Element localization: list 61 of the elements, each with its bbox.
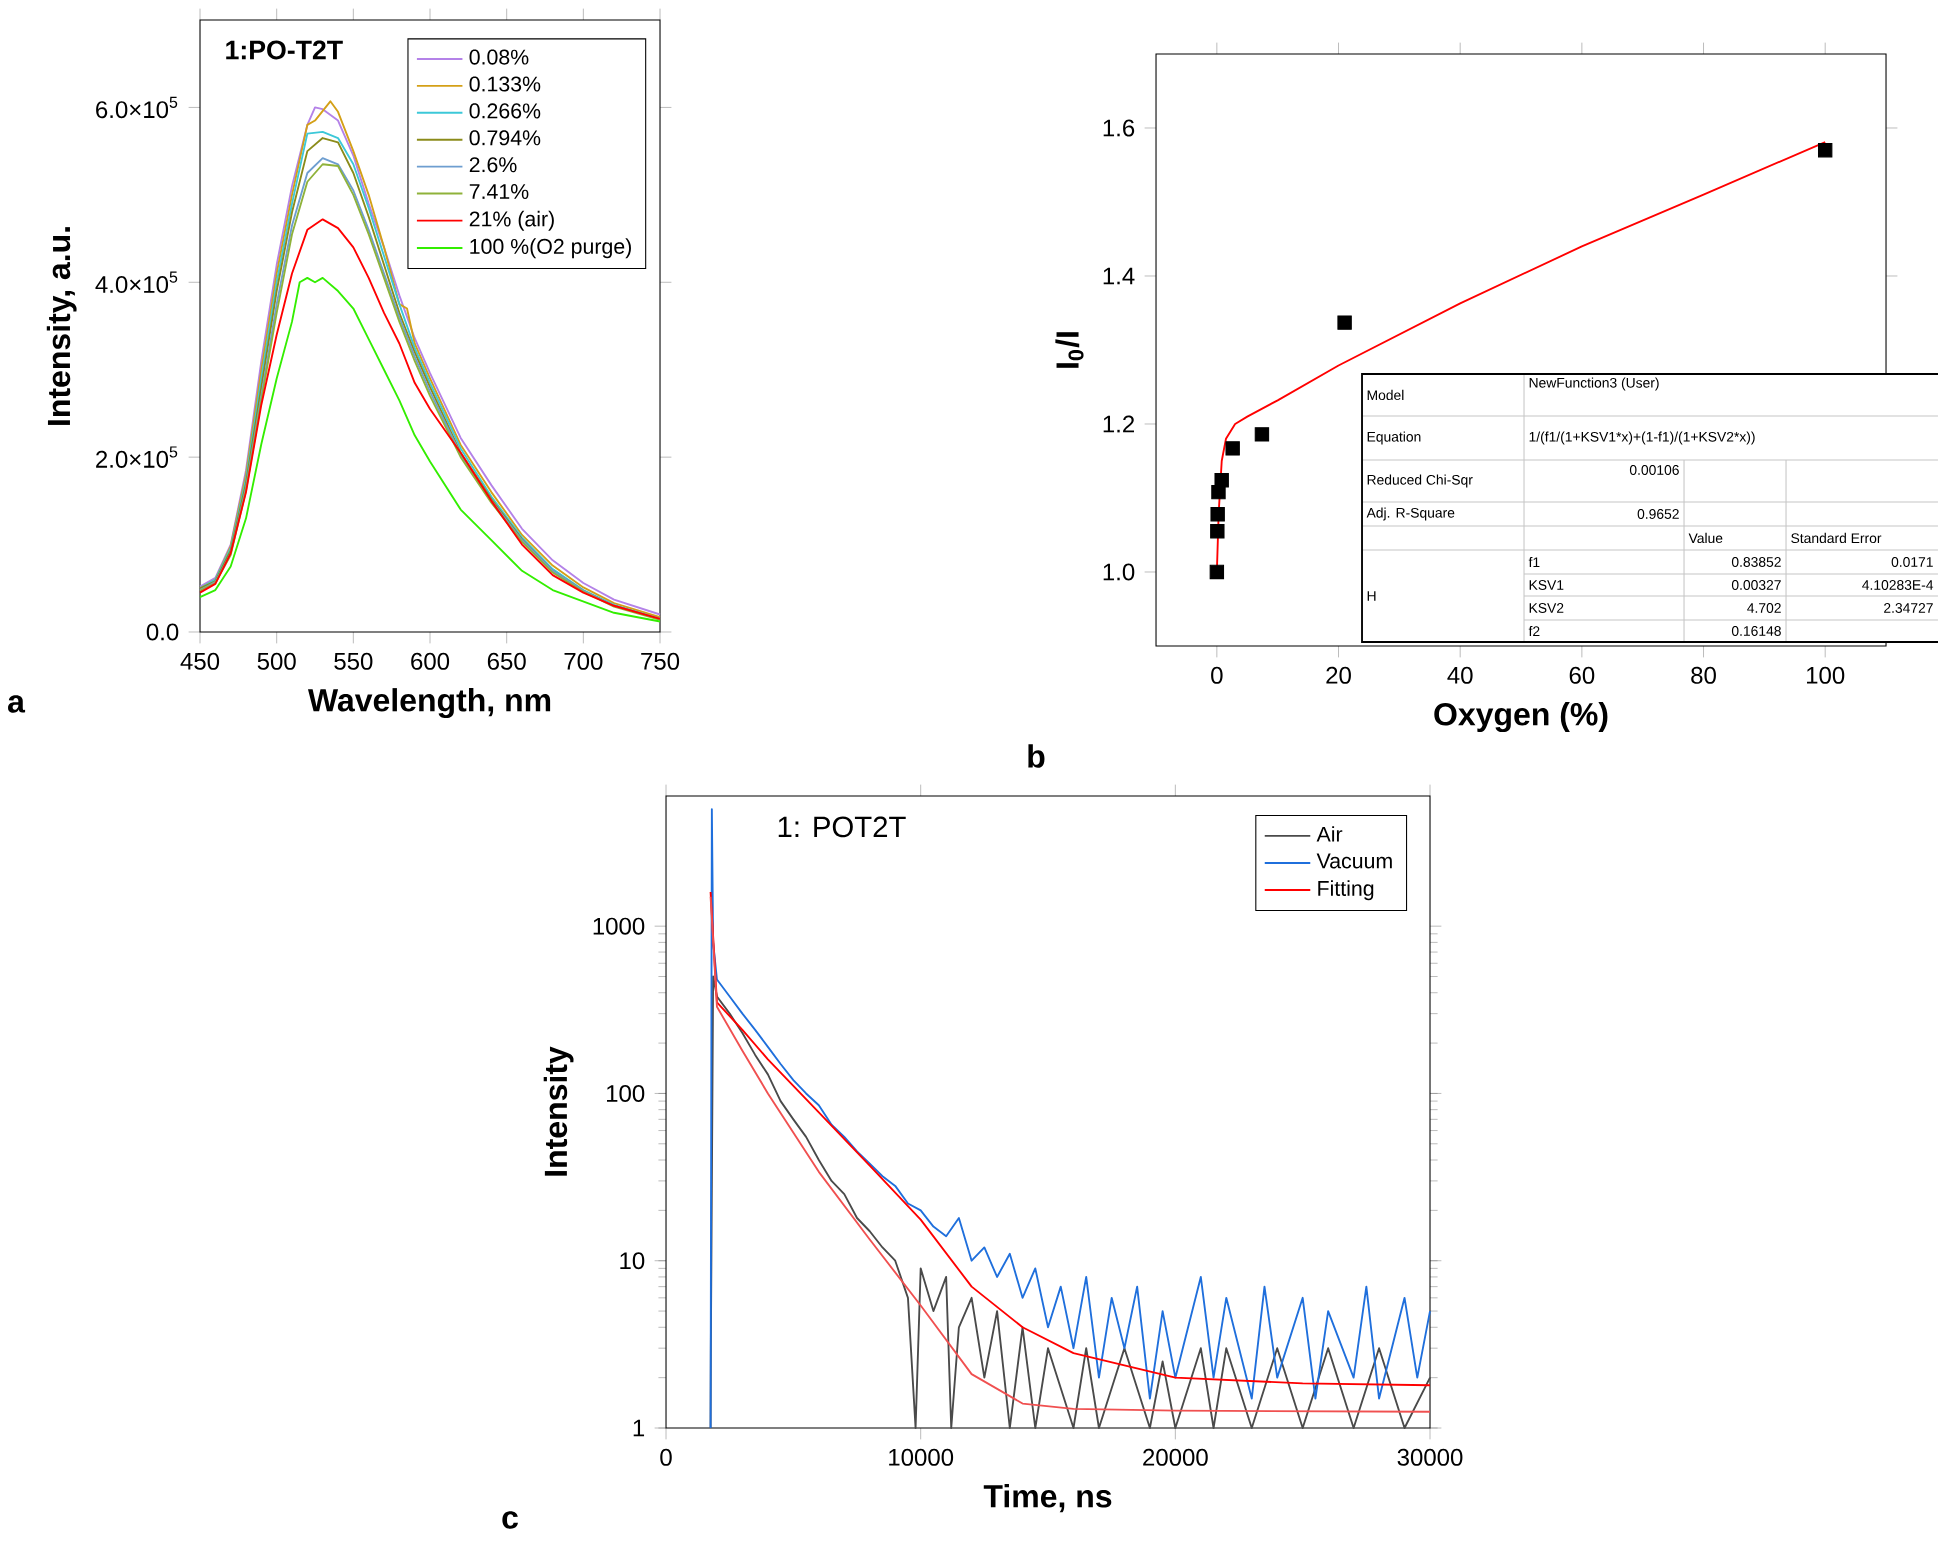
point bbox=[1817, 143, 1833, 158]
x-tick-label: 650 bbox=[487, 652, 526, 670]
y-tick-label: 1.6 bbox=[1103, 119, 1135, 137]
annotation: 1:PO-T2T bbox=[226, 40, 343, 60]
y-axis-title: I$_{0}$/I bbox=[1055, 332, 1084, 368]
point bbox=[1254, 427, 1270, 442]
line-series bbox=[709, 808, 1431, 1429]
legend-label: 0.794% bbox=[469, 130, 541, 146]
legend-label: 0.133% bbox=[469, 76, 541, 92]
y-tick-label: 1.0 bbox=[1103, 563, 1135, 581]
x-tick-label: 0 bbox=[1211, 666, 1223, 684]
x-tick-label: 750 bbox=[641, 652, 680, 670]
x-tick-label: 20000 bbox=[1143, 1448, 1208, 1466]
point bbox=[1209, 564, 1225, 580]
x-tick-label: 500 bbox=[257, 652, 296, 670]
text: c bbox=[502, 1511, 518, 1529]
x-tick-label: 20 bbox=[1326, 666, 1351, 684]
point bbox=[1210, 524, 1225, 539]
legend-label: 100 %(O2 purge) bbox=[470, 238, 631, 259]
legend-label: Air bbox=[1316, 826, 1343, 842]
x-axis-title: Time, ns bbox=[983, 1484, 1112, 1513]
y-tick-label: 2.0×10$^{5}$ bbox=[96, 446, 178, 468]
x-tick-label: 550 bbox=[334, 652, 373, 670]
x-tick-label: 100 bbox=[1807, 666, 1845, 684]
legend-label: 21% (air) bbox=[469, 210, 554, 231]
line-series bbox=[709, 975, 1431, 1429]
y-tick-label: 6.0×10$^{5}$ bbox=[96, 96, 178, 119]
x-tick-label: 30000 bbox=[1397, 1448, 1463, 1466]
legend-label: 7.41% bbox=[469, 184, 529, 199]
y-tick-label: 1.4 bbox=[1103, 267, 1135, 285]
legend-label: Fitting bbox=[1318, 880, 1374, 901]
point bbox=[1337, 315, 1352, 330]
y-tick-label: 1000 bbox=[593, 917, 645, 935]
y-tick-label: 100 bbox=[607, 1084, 645, 1102]
text: a bbox=[8, 695, 26, 713]
y-tick-label: 10 bbox=[620, 1252, 645, 1270]
y-axis-title: Intensity, a.u. bbox=[46, 227, 77, 425]
y-tick-label: 1 bbox=[633, 1419, 645, 1437]
x-axis-title: Oxygen (%) bbox=[1434, 702, 1608, 733]
x-tick-label: 0 bbox=[660, 1448, 672, 1466]
y-axis-title: Intensity bbox=[543, 1046, 574, 1176]
text: b bbox=[1028, 744, 1045, 768]
y-tick-label: 1.2 bbox=[1103, 415, 1134, 433]
point bbox=[1214, 473, 1229, 488]
x-tick-label: 40 bbox=[1447, 666, 1473, 684]
x-tick-label: 600 bbox=[411, 652, 450, 670]
annotation: 1: POT2T bbox=[778, 816, 906, 838]
x-tick-label: 60 bbox=[1569, 666, 1595, 684]
y-tick-label: 4.0×10$^{5}$ bbox=[95, 271, 178, 294]
legend-label: 0.08% bbox=[469, 49, 529, 65]
point bbox=[1210, 507, 1225, 522]
x-axis-title: Wavelength, nm bbox=[307, 688, 551, 719]
x-tick-label: 80 bbox=[1691, 666, 1716, 684]
point bbox=[1225, 441, 1240, 456]
legend-label: 2.6% bbox=[469, 157, 517, 173]
y-tick-label: 0.0 bbox=[146, 623, 179, 641]
x-tick-label: 700 bbox=[564, 652, 603, 670]
x-tick-label: 10000 bbox=[889, 1448, 954, 1466]
legend-label: Vacuum bbox=[1316, 853, 1392, 869]
x-tick-label: 450 bbox=[180, 652, 220, 670]
legend-label: 0.266% bbox=[469, 103, 541, 119]
